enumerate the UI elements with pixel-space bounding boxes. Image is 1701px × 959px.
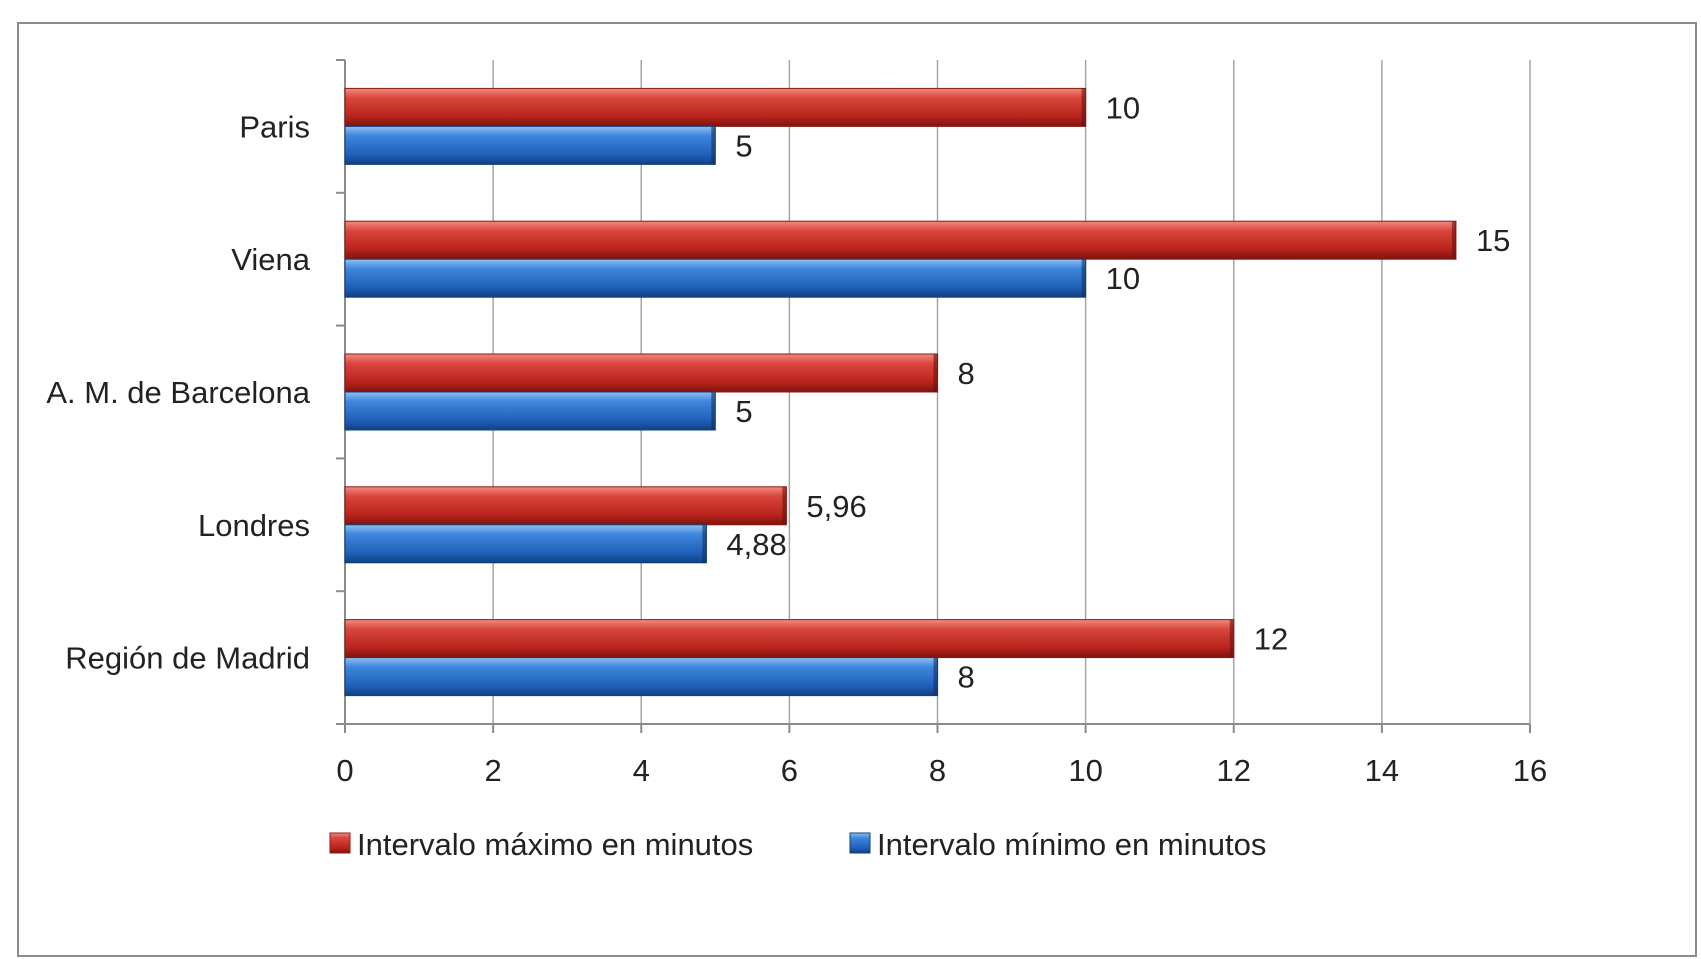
bar (344, 619, 1235, 659)
bars (344, 87, 1457, 697)
data-label: 15 (1476, 223, 1510, 258)
data-label: 10 (1106, 261, 1140, 296)
bar-end-cap (711, 392, 716, 430)
bar (344, 657, 938, 697)
bar-end-cap (702, 524, 707, 563)
data-label: 5,96 (806, 489, 866, 524)
gridlines (492, 60, 1531, 724)
bar-end-cap (1081, 259, 1086, 298)
data-label: 12 (1254, 622, 1288, 657)
x-tick-label: 4 (633, 753, 650, 788)
x-tick-label: 0 (336, 753, 353, 788)
legend-label: Intervalo mínimo en minutos (877, 827, 1266, 862)
bar-end-cap (1451, 221, 1456, 260)
data-label: 8 (958, 356, 975, 391)
category-label: Paris (239, 109, 310, 144)
bar (344, 391, 716, 431)
bar (344, 258, 1087, 298)
bar-end-cap (1229, 619, 1234, 658)
category-label: Región de Madrid (65, 641, 310, 676)
data-label: 8 (958, 660, 975, 695)
bar (344, 486, 787, 526)
x-tick-label: 6 (781, 753, 798, 788)
bar-end-cap (933, 354, 938, 392)
bar-end-cap (933, 657, 938, 696)
bar (344, 220, 1457, 260)
bar-end-cap (711, 126, 716, 165)
x-tick-label: 2 (485, 753, 502, 788)
data-label: 4,88 (726, 527, 786, 562)
bar (344, 353, 938, 393)
labels: 0 2 4 6 8 10 12 14 16 Paris 10 5 Viena 15 10 A. M. de B… (46, 90, 1547, 788)
chart-frame (17, 22, 1697, 957)
bar (344, 87, 1087, 127)
data-label: 10 (1106, 90, 1140, 125)
data-label: 5 (735, 128, 752, 163)
x-tick-label: 12 (1217, 753, 1251, 788)
x-tick-label: 14 (1365, 753, 1399, 788)
category-label: Londres (198, 508, 310, 543)
bar (344, 125, 716, 165)
category-label: A. M. de Barcelona (46, 375, 310, 410)
legend-swatch (849, 832, 871, 854)
legend: Intervalo máximo en minutos Intervalo mín… (329, 827, 1266, 862)
bar (344, 524, 707, 564)
x-tick-label: 10 (1068, 753, 1102, 788)
bar-end-cap (782, 486, 787, 525)
legend-label: Intervalo máximo en minutos (357, 827, 753, 862)
category-label: Viena (231, 242, 310, 277)
legend-swatch (329, 832, 351, 854)
bar-end-cap (1081, 88, 1086, 127)
x-tick-label: 8 (929, 753, 946, 788)
data-label: 5 (735, 394, 752, 429)
x-tick-label: 16 (1513, 753, 1547, 788)
